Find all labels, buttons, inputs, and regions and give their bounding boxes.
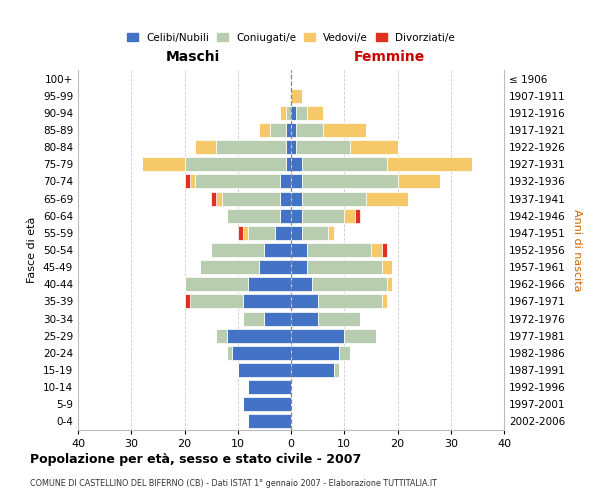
Bar: [291, 140, 296, 154]
Bar: [217, 192, 222, 205]
Bar: [302, 208, 344, 222]
Bar: [211, 192, 217, 205]
Bar: [387, 278, 392, 291]
Bar: [291, 208, 302, 222]
Bar: [280, 106, 286, 120]
Text: Maschi: Maschi: [166, 50, 220, 64]
Bar: [270, 123, 286, 137]
Bar: [291, 226, 302, 240]
Bar: [307, 260, 382, 274]
Bar: [185, 174, 190, 188]
Bar: [313, 278, 387, 291]
Bar: [227, 328, 291, 342]
Bar: [291, 174, 302, 188]
Bar: [190, 174, 195, 188]
Bar: [398, 174, 440, 188]
Bar: [291, 106, 296, 120]
Bar: [302, 192, 365, 205]
Text: Femmine: Femmine: [353, 50, 425, 64]
Bar: [243, 294, 291, 308]
Bar: [286, 106, 291, 120]
Bar: [334, 363, 339, 377]
Bar: [222, 192, 280, 205]
Bar: [291, 192, 302, 205]
Bar: [350, 140, 398, 154]
Bar: [317, 294, 382, 308]
Bar: [307, 243, 371, 257]
Bar: [323, 123, 365, 137]
Text: COMUNE DI CASTELLINO DEL BIFERNO (CB) - Dati ISTAT 1° gennaio 2007 - Elaborazion: COMUNE DI CASTELLINO DEL BIFERNO (CB) - …: [30, 479, 437, 488]
Bar: [291, 260, 307, 274]
Bar: [227, 346, 232, 360]
Y-axis label: Fasce di età: Fasce di età: [28, 217, 37, 283]
Bar: [185, 278, 248, 291]
Bar: [296, 123, 323, 137]
Bar: [382, 243, 387, 257]
Bar: [217, 140, 286, 154]
Bar: [243, 398, 291, 411]
Bar: [280, 174, 291, 188]
Bar: [286, 140, 291, 154]
Bar: [296, 140, 350, 154]
Bar: [286, 158, 291, 172]
Bar: [291, 123, 296, 137]
Bar: [243, 312, 265, 326]
Bar: [382, 294, 387, 308]
Legend: Celibi/Nubili, Coniugati/e, Vedovi/e, Divorziati/e: Celibi/Nubili, Coniugati/e, Vedovi/e, Di…: [123, 28, 459, 46]
Bar: [238, 226, 243, 240]
Bar: [248, 414, 291, 428]
Bar: [259, 260, 291, 274]
Bar: [227, 208, 280, 222]
Bar: [248, 380, 291, 394]
Bar: [317, 312, 360, 326]
Bar: [195, 140, 217, 154]
Bar: [142, 158, 185, 172]
Bar: [286, 123, 291, 137]
Bar: [200, 260, 259, 274]
Bar: [302, 158, 387, 172]
Bar: [296, 106, 307, 120]
Bar: [185, 294, 190, 308]
Bar: [238, 363, 291, 377]
Bar: [355, 208, 360, 222]
Bar: [265, 243, 291, 257]
Bar: [344, 328, 376, 342]
Bar: [265, 312, 291, 326]
Bar: [371, 243, 382, 257]
Bar: [275, 226, 291, 240]
Bar: [259, 123, 270, 137]
Bar: [291, 346, 339, 360]
Text: Popolazione per età, sesso e stato civile - 2007: Popolazione per età, sesso e stato civil…: [30, 452, 361, 466]
Y-axis label: Anni di nascita: Anni di nascita: [572, 209, 582, 291]
Bar: [291, 312, 317, 326]
Bar: [217, 328, 227, 342]
Bar: [328, 226, 334, 240]
Bar: [248, 278, 291, 291]
Bar: [365, 192, 408, 205]
Bar: [307, 106, 323, 120]
Bar: [339, 346, 350, 360]
Bar: [291, 294, 317, 308]
Bar: [291, 158, 302, 172]
Bar: [387, 158, 472, 172]
Bar: [190, 294, 243, 308]
Bar: [185, 158, 286, 172]
Bar: [291, 328, 344, 342]
Bar: [195, 174, 280, 188]
Bar: [291, 278, 313, 291]
Bar: [248, 226, 275, 240]
Bar: [291, 363, 334, 377]
Bar: [211, 243, 265, 257]
Bar: [302, 226, 328, 240]
Bar: [291, 88, 302, 102]
Bar: [382, 260, 392, 274]
Bar: [344, 208, 355, 222]
Bar: [243, 226, 248, 240]
Bar: [291, 243, 307, 257]
Bar: [232, 346, 291, 360]
Bar: [280, 192, 291, 205]
Bar: [302, 174, 398, 188]
Bar: [280, 208, 291, 222]
